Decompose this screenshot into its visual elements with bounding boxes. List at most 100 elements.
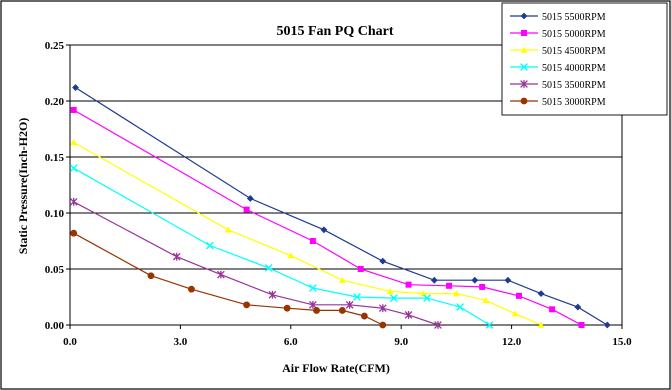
data-point xyxy=(520,63,528,71)
data-point xyxy=(217,270,225,279)
data-point xyxy=(224,226,232,233)
data-point xyxy=(72,84,79,91)
series-group xyxy=(69,84,611,329)
legend: 5015 5500RPM 5015 5000RPM 5015 4500RPM 5015… xyxy=(501,2,668,116)
data-point xyxy=(537,321,545,328)
y-tick-label: 0.05 xyxy=(45,264,65,276)
x-tick-label: 12.0 xyxy=(502,336,522,348)
data-point xyxy=(578,322,585,328)
legend-label: 5015 5000RPM xyxy=(542,29,606,40)
y-tick-label: 0.10 xyxy=(45,208,65,220)
data-point xyxy=(453,290,460,297)
data-point xyxy=(482,296,490,304)
data-point xyxy=(246,195,254,202)
data-point xyxy=(515,292,522,299)
data-point xyxy=(345,300,354,309)
legend-item: 5015 4000RPM xyxy=(510,63,606,74)
series-line xyxy=(73,109,582,326)
data-point xyxy=(243,206,250,213)
series xyxy=(72,84,611,329)
data-point xyxy=(287,252,295,259)
x-axis-label: Air Flow Rate(CFM) xyxy=(282,361,390,375)
x-tick-label: 3.0 xyxy=(174,336,188,348)
series-line xyxy=(75,87,608,326)
data-point xyxy=(338,307,346,314)
data-point xyxy=(521,30,527,36)
legend-box xyxy=(501,2,668,116)
data-point xyxy=(309,238,316,244)
legend-item: 5015 3000RPM xyxy=(510,97,606,108)
data-point xyxy=(386,288,394,295)
y-tick-label: 0.15 xyxy=(45,152,65,164)
y-axis-label: Static Pressure(Inch-H2O) xyxy=(16,118,30,255)
data-point xyxy=(70,229,78,237)
axes: 0.00 0.05 0.10 0.15 0.20 0.25 0.0 3.0 6.0 9.0 12.0… xyxy=(45,40,632,348)
legend-item: 5015 3500RPM xyxy=(510,80,606,91)
legend-item: 5015 4500RPM xyxy=(510,46,606,57)
data-point xyxy=(389,294,398,303)
data-point xyxy=(188,285,195,293)
y-tick-label: 0.00 xyxy=(45,320,65,332)
x-tick-label: 0.0 xyxy=(63,336,77,348)
data-point xyxy=(423,294,431,303)
y-tick-label: 0.25 xyxy=(45,40,65,52)
legend-label: 5015 3500RPM xyxy=(542,80,606,91)
data-point xyxy=(404,311,413,319)
data-point xyxy=(574,303,582,311)
data-point xyxy=(520,80,528,88)
data-point xyxy=(504,276,512,284)
data-point xyxy=(283,304,291,312)
data-point xyxy=(320,226,328,234)
data-point xyxy=(338,276,346,283)
legend-label: 5015 3000RPM xyxy=(542,97,606,108)
data-point xyxy=(479,283,486,290)
data-point xyxy=(520,97,528,105)
legend-label: 5015 5500RPM xyxy=(542,12,606,23)
data-point xyxy=(378,304,387,313)
legend-label: 5015 4500RPM xyxy=(542,46,606,57)
data-point xyxy=(456,303,464,311)
data-point xyxy=(537,290,545,298)
data-point xyxy=(485,321,494,329)
legend-label: 5015 4000RPM xyxy=(542,63,606,74)
data-point xyxy=(434,321,442,329)
data-point xyxy=(243,301,251,309)
data-point xyxy=(405,281,412,288)
data-point xyxy=(357,266,364,272)
series xyxy=(69,197,442,329)
data-point xyxy=(353,293,361,301)
plot-area-border xyxy=(69,44,623,326)
data-point xyxy=(309,300,317,309)
grid-lines xyxy=(70,100,622,270)
legend-item: 5015 5500RPM xyxy=(510,12,606,23)
x-tick-label: 9.0 xyxy=(394,336,408,348)
data-point xyxy=(308,284,317,292)
data-point xyxy=(268,290,277,299)
data-point xyxy=(471,276,479,284)
data-point xyxy=(603,321,611,329)
data-point xyxy=(69,164,78,173)
series xyxy=(70,106,585,328)
data-point xyxy=(520,46,528,53)
data-point xyxy=(379,257,387,265)
data-point xyxy=(172,252,181,261)
series-line xyxy=(73,141,542,326)
x-tick-label: 15.0 xyxy=(612,336,632,348)
data-point xyxy=(264,263,273,272)
data-point xyxy=(205,241,214,250)
data-point xyxy=(520,12,528,20)
data-point xyxy=(549,306,556,313)
chart-title: 5015 Fan PQ Chart xyxy=(276,24,393,39)
series xyxy=(69,164,494,329)
y-tick-label: 0.20 xyxy=(45,96,65,108)
legend-item: 5015 5000RPM xyxy=(510,29,606,40)
data-point xyxy=(430,276,438,284)
series xyxy=(70,229,387,329)
data-point xyxy=(70,139,78,146)
data-point xyxy=(69,197,78,206)
data-point xyxy=(446,282,453,289)
data-point xyxy=(361,312,368,320)
data-point xyxy=(511,310,519,317)
